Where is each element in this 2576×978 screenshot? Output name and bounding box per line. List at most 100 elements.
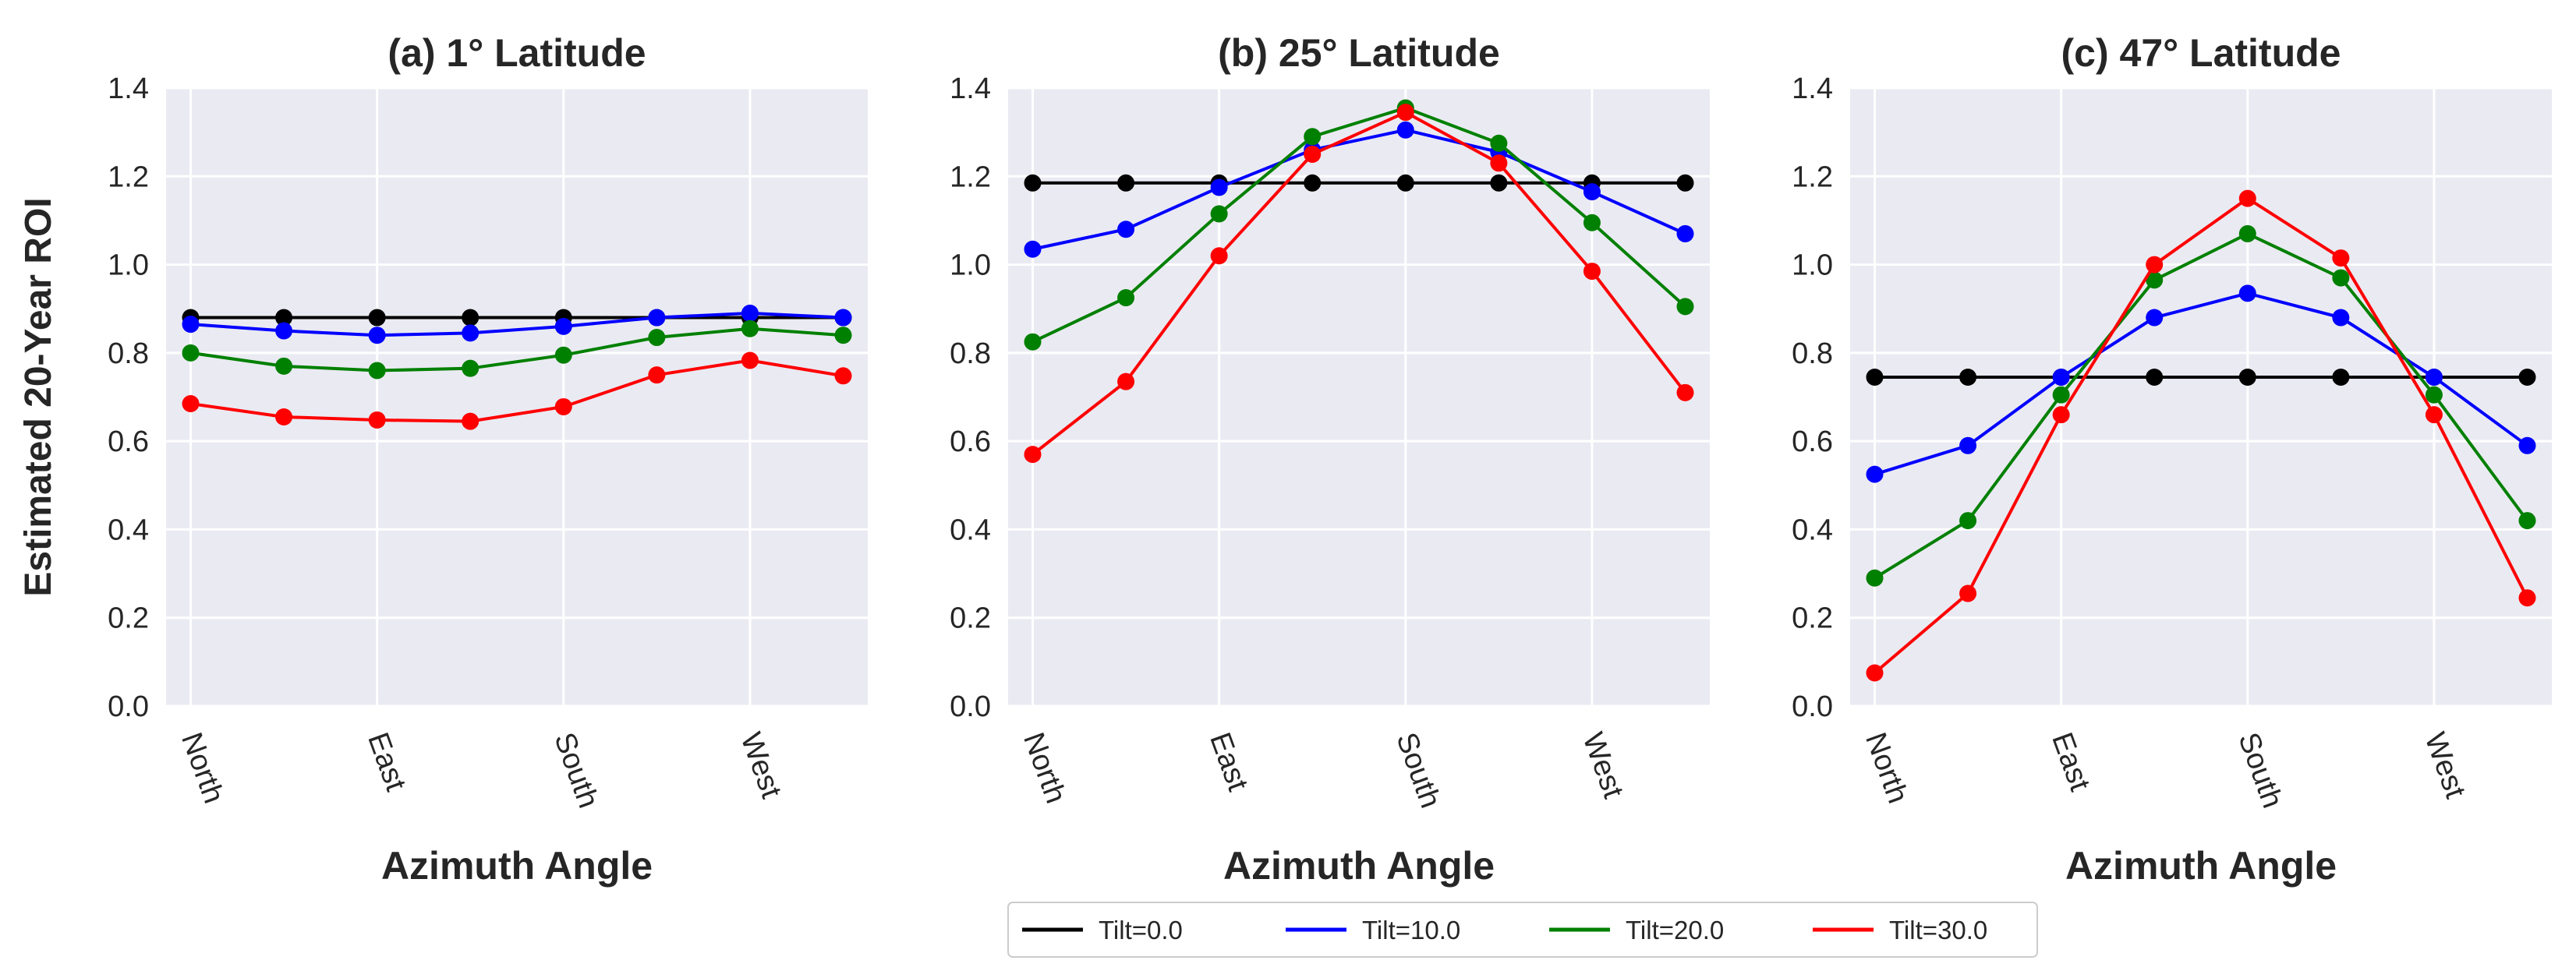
data-point xyxy=(1490,134,1508,152)
data-point xyxy=(2332,369,2350,387)
y-tick-label: 1.2 xyxy=(108,161,149,193)
y-tick-label: 0.4 xyxy=(108,514,149,546)
data-point xyxy=(2518,436,2536,454)
data-point xyxy=(1959,512,1977,530)
data-point xyxy=(554,346,572,364)
data-point xyxy=(1959,369,1977,387)
series-tilt-10-0 xyxy=(182,304,852,344)
series-line xyxy=(190,358,844,423)
x-tick-label: South xyxy=(1389,729,1446,813)
series-line xyxy=(190,327,844,372)
y-tick-label: 1.2 xyxy=(950,161,991,193)
data-point xyxy=(1866,369,1884,387)
legend: Tilt=0.0 Tilt=10.0 Tilt=20.0 Tilt=30.0 xyxy=(1007,902,2038,958)
data-point xyxy=(1304,145,1322,163)
data-point xyxy=(1583,263,1601,281)
data-point xyxy=(1676,383,1694,401)
data-point xyxy=(2518,369,2536,387)
y-tick-label: 0.0 xyxy=(108,690,149,723)
data-point xyxy=(1210,247,1228,265)
series-line xyxy=(1874,291,2528,476)
data-point xyxy=(1396,174,1414,192)
y-tick-label: 1.0 xyxy=(1792,249,1833,282)
data-point xyxy=(741,320,759,337)
data-point xyxy=(1304,174,1322,192)
legend-label: Tilt=20.0 xyxy=(1626,916,1724,944)
plot-area xyxy=(1008,88,1710,706)
y-tick-label: 1.2 xyxy=(1792,161,1833,193)
legend-entry: Tilt=30.0 xyxy=(1813,916,1987,944)
y-tick-label: 0.4 xyxy=(950,514,991,546)
legend-label: Tilt=10.0 xyxy=(1362,916,1460,944)
data-point xyxy=(275,309,293,327)
series-line xyxy=(1874,231,2529,580)
y-tick-label: 0.4 xyxy=(1792,514,1833,546)
data-point xyxy=(1210,205,1228,223)
data-point xyxy=(368,309,386,327)
data-point xyxy=(275,322,293,340)
y-tick-label: 0.2 xyxy=(1792,602,1833,635)
data-point xyxy=(2425,386,2443,404)
x-axis-label: Azimuth Angle xyxy=(1223,844,1495,888)
y-tick-label: 1.4 xyxy=(108,72,149,105)
y-tick-label: 1.0 xyxy=(108,249,149,282)
subplot-3: 0.0 0.2 0.4 0.6 0.8 1.0 1.2 1.4 North East South We… xyxy=(1792,31,2552,888)
x-tick-label: South xyxy=(547,729,604,813)
series-tilt-30-0 xyxy=(182,351,852,430)
legend-entry: Tilt=20.0 xyxy=(1549,916,1724,944)
x-tick-label: South xyxy=(2231,729,2288,813)
data-point xyxy=(1490,154,1508,172)
legend-frame xyxy=(1007,902,2038,958)
data-point xyxy=(2052,386,2070,404)
y-tick-label: 0.0 xyxy=(950,690,991,723)
series-tilt-10-0 xyxy=(1866,284,2536,483)
data-point xyxy=(834,309,852,327)
data-point xyxy=(1583,214,1601,231)
series-tilt-20-0 xyxy=(182,320,852,380)
data-point xyxy=(2238,189,2256,207)
data-point xyxy=(2238,224,2256,242)
y-tick-label: 0.2 xyxy=(108,602,149,635)
y-tick-label: 0.8 xyxy=(1792,337,1833,370)
y-axis-label: Estimated 20-Year ROI xyxy=(18,197,59,596)
y-tick-label: 0.8 xyxy=(950,337,991,370)
subplot-title: (a) 1° Latitude xyxy=(387,31,646,75)
data-point xyxy=(554,317,572,335)
data-point xyxy=(2332,249,2350,267)
data-point xyxy=(2238,284,2256,302)
data-point xyxy=(1866,465,1884,483)
series-line xyxy=(1031,106,1686,344)
data-point xyxy=(1210,178,1228,196)
subplot-1: 0.0 0.2 0.4 0.6 0.8 1.0 1.2 1.4 North East South We… xyxy=(18,31,868,888)
data-point xyxy=(182,394,200,412)
y-tick-label: 0.8 xyxy=(108,337,149,370)
data-point xyxy=(368,327,386,344)
data-point xyxy=(368,411,386,429)
x-tick-label: West xyxy=(734,729,787,803)
data-point xyxy=(1024,446,1042,464)
data-point xyxy=(1676,224,1694,242)
x-tick-label: East xyxy=(1203,729,1254,796)
x-axis-label: Azimuth Angle xyxy=(381,844,653,888)
data-point xyxy=(2332,269,2350,287)
data-point xyxy=(368,362,386,380)
data-point xyxy=(2238,369,2256,387)
data-point xyxy=(1117,221,1135,238)
data-point xyxy=(648,366,666,384)
subplot-title: (c) 47° Latitude xyxy=(2061,31,2341,75)
data-point xyxy=(462,412,479,430)
data-point xyxy=(462,309,479,327)
legend-entry: Tilt=0.0 xyxy=(1022,916,1183,944)
series-line xyxy=(1874,196,2529,675)
x-tick-label: North xyxy=(1859,729,1914,808)
y-tick-label: 1.0 xyxy=(950,249,991,282)
data-point xyxy=(462,324,479,342)
data-point xyxy=(2425,406,2443,424)
x-tick-label: East xyxy=(361,729,412,796)
series-tilt-30-0 xyxy=(1024,104,1694,464)
series-tilt-30-0 xyxy=(1866,189,2536,682)
data-point xyxy=(2425,369,2443,387)
data-point xyxy=(741,351,759,369)
data-point xyxy=(1959,436,1977,454)
